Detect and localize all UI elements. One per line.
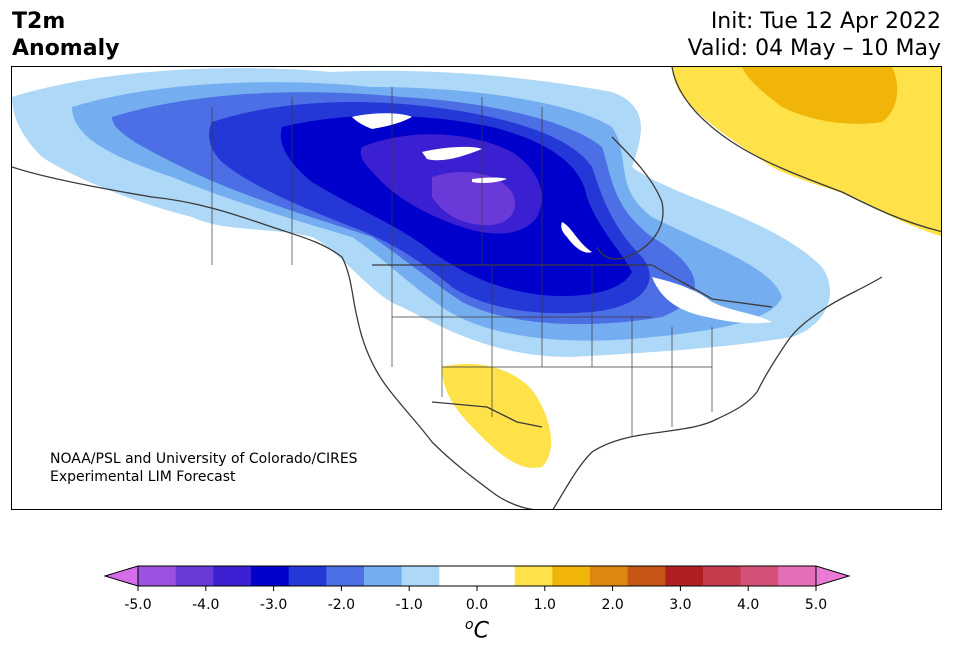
colorbar-cell [326, 566, 365, 586]
colorbar-tick-label: 2.0 [601, 597, 624, 613]
lake-athabasca [472, 177, 507, 183]
colorbar-cell [175, 566, 214, 586]
colorbar-cell [740, 566, 779, 586]
map-title: T2m Anomaly [12, 8, 119, 62]
us-mexico-border [431, 401, 543, 428]
colorbar-tick-label: 5.0 [804, 597, 828, 613]
anomaly-map: NOAA/PSL and University of Colorado/CIRE… [11, 66, 942, 510]
credit-line-2: Experimental LIM Forecast [50, 469, 236, 485]
province-lines [211, 87, 543, 265]
colorbar-cell [627, 566, 666, 586]
valid-dates: Valid: 04 May – 10 May [687, 36, 941, 61]
colorbar-tick-label: -1.0 [395, 597, 423, 613]
hudson-bay [596, 136, 664, 260]
quantity-label: Anomaly [12, 36, 120, 61]
great-bear-lake [352, 113, 412, 129]
atlantic-coast [756, 276, 883, 393]
colorbar-tick-label: 0.0 [465, 597, 489, 613]
colorbar-cell [665, 566, 704, 586]
coastlines-borders [12, 67, 941, 509]
forecast-dates: Init: Tue 12 Apr 2022 Valid: 04 May – 10… [688, 8, 941, 62]
state-lines [391, 265, 713, 437]
colorbar-ticks [137, 586, 817, 591]
colorbar-tick-label: -4.0 [192, 597, 220, 613]
colorbar-tick-label: 1.0 [533, 597, 556, 613]
colorbar-cell [778, 566, 817, 586]
colorbar-cell [213, 566, 252, 586]
colorbar-cell [590, 566, 629, 586]
colorbar-cell [288, 566, 327, 586]
colorbar-extend-high [815, 565, 851, 587]
colorbar-extend-low [103, 565, 139, 587]
greenland-warm-1-0 [742, 67, 898, 124]
colorbar-cell [439, 566, 478, 586]
contour-minus-3-5 [432, 172, 516, 226]
colorbar-cell [477, 566, 516, 586]
lake-winnipeg [561, 222, 592, 253]
great-slave-lake [422, 146, 482, 161]
data-credit: NOAA/PSL and University of Colorado/CIRE… [50, 450, 358, 486]
map-canvas [12, 67, 941, 509]
colorbar-cell [703, 566, 742, 586]
greenland-coast [671, 67, 941, 233]
credit-line-1: NOAA/PSL and University of Colorado/CIRE… [50, 451, 358, 467]
lakes [352, 113, 772, 324]
warm-anomaly-contours [442, 67, 941, 468]
gulf-coast [552, 391, 758, 509]
colorbar-cell [514, 566, 553, 586]
init-date: Init: Tue 12 Apr 2022 [710, 9, 941, 34]
variable-label: T2m [12, 9, 66, 34]
colorbar-cell [364, 566, 403, 586]
colorbar-tick-label: -5.0 [124, 597, 152, 613]
great-lakes [652, 277, 772, 324]
colorbar-tick-label: -3.0 [259, 597, 288, 613]
colorbar-tick-label: 3.0 [669, 597, 692, 613]
us-canada-border [372, 264, 773, 308]
colorbar-cell [138, 566, 177, 586]
colorbar-cells [138, 566, 817, 586]
southwest-warm-0-5 [442, 363, 552, 468]
pacific-coast [12, 166, 534, 509]
colorbar-tick-label: -2.0 [327, 597, 356, 613]
cold-anomaly-contours [12, 68, 831, 357]
colorbar-tick-label: 4.0 [737, 597, 760, 613]
colorbar-cell [251, 566, 290, 586]
colorbar-cell [401, 566, 440, 586]
colorbar-cell [552, 566, 591, 586]
colorbar-unit: oC [465, 617, 489, 644]
